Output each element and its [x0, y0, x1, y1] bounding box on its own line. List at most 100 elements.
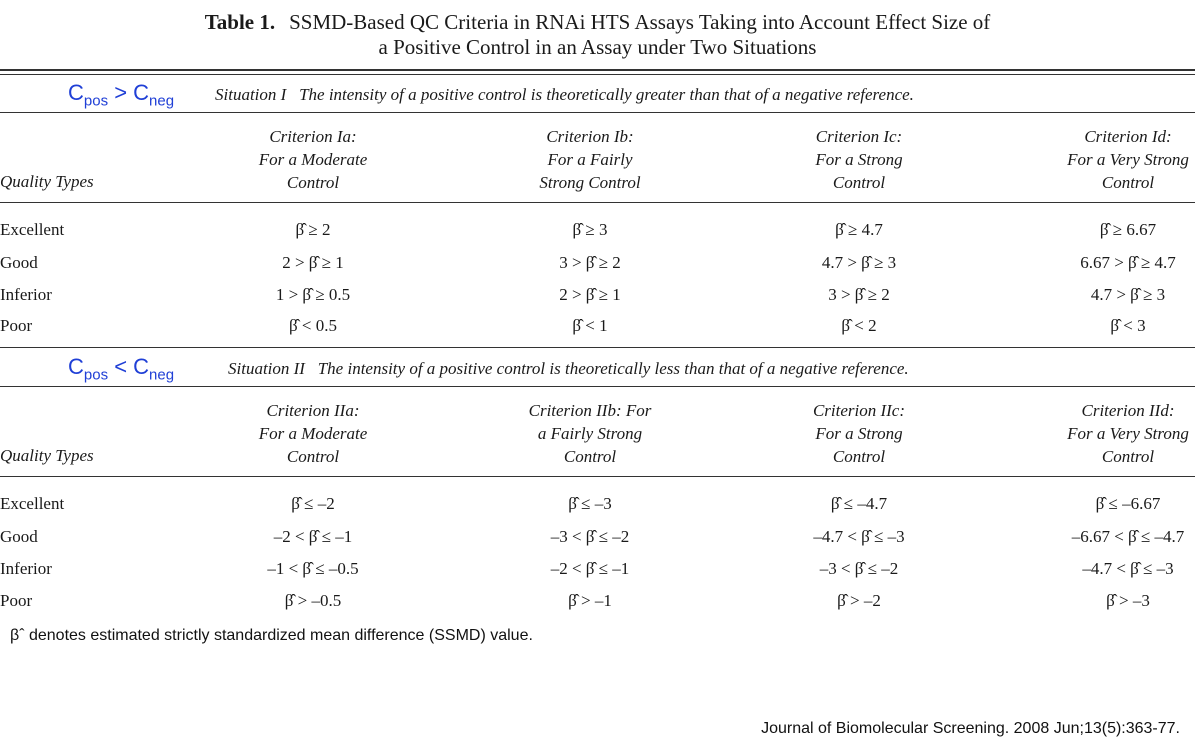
rule-4 [0, 386, 1195, 387]
criterion-desc: Control [832, 447, 886, 466]
quality-types-header-1: Quality Types [0, 172, 94, 191]
value-cell: 3 > β̂ ≥ 2 [559, 253, 621, 272]
title-line-2: a Positive Control in an Assay under Two… [378, 35, 817, 59]
value-cell: β̂ ≥ 4.7 [835, 220, 883, 239]
value-cell: –1 < β̂ ≤ –0.5 [267, 559, 359, 578]
neg-subscript: neg [149, 92, 175, 110]
value-cell: 1 > β̂ ≥ 0.5 [275, 285, 351, 304]
criterion-desc: For a Strong [815, 424, 903, 443]
criterion-desc: a Fairly Strong [537, 424, 643, 443]
comparison-label-1: Cpos > Cneg [68, 80, 174, 109]
value-cell: β̂ ≥ 6.67 [1099, 220, 1157, 239]
criterion-desc: For a Strong [815, 150, 903, 169]
situation-1-caption: Situation I The intensity of a positive … [215, 85, 914, 105]
pos-subscript: pos [83, 366, 109, 384]
situation-2-caption: Situation II The intensity of a positive… [228, 359, 909, 379]
situation-1-label: Situation I [215, 85, 287, 104]
row-label-good: Good [0, 253, 38, 272]
value-cell: β̂ ≤ –2 [291, 494, 335, 513]
criterion-name: Criterion Ia: [269, 127, 357, 146]
value-cell: β̂ < 0.5 [289, 316, 337, 335]
criterion-name: Criterion IIc: [812, 401, 906, 420]
c-symbol: C [133, 80, 150, 105]
rule-5 [0, 476, 1195, 477]
table-number: Table 1. [204, 10, 276, 34]
criterion-desc: For a Very Strong [1067, 150, 1189, 169]
value-cell: β̂ < 3 [1110, 316, 1146, 335]
value-cell: 3 > β̂ ≥ 2 [828, 285, 890, 304]
criterion-IId-header: Criterion IId: For a Very Strong Control [1008, 399, 1195, 468]
criterion-desc: For a Moderate [258, 424, 368, 443]
row-label-inferior: Inferior [0, 285, 52, 304]
criterion-desc: Control [1101, 173, 1155, 192]
quality-types-header-2: Quality Types [0, 446, 94, 465]
criterion-Id-header: Criterion Id: For a Very Strong Control [1008, 125, 1195, 194]
comparison-label-2: Cpos < Cneg [68, 354, 174, 383]
criterion-IIc-header: Criterion IIc: For a Strong Control [739, 399, 979, 468]
c-symbol: C [68, 80, 84, 105]
value-cell: 2 > β̂ ≥ 1 [282, 253, 344, 272]
citation: Journal of Biomolecular Screening. 2008 … [761, 720, 1180, 737]
criterion-desc: Control [832, 173, 886, 192]
value-cell: β̂ > –3 [1106, 591, 1150, 610]
criterion-Ib-header: Criterion Ib: For a Fairly Strong Contro… [470, 125, 710, 194]
value-cell: β̂ ≥ 3 [572, 220, 608, 239]
criterion-desc: Strong Control [539, 173, 641, 192]
value-cell: –2 < β̂ ≤ –1 [550, 559, 630, 578]
rule-3 [0, 347, 1195, 348]
row-label-poor: Poor [0, 591, 33, 610]
criterion-name: Criterion IIa: [266, 401, 360, 420]
criterion-name: Criterion IId: [1081, 401, 1175, 420]
c-symbol: C [68, 354, 84, 379]
value-cell: 4.7 > β̂ ≥ 3 [1090, 285, 1166, 304]
row-label-excellent: Excellent [0, 220, 65, 239]
criterion-name: Criterion Ib: [546, 127, 634, 146]
value-cell: –4.7 < β̂ ≤ –3 [813, 527, 905, 546]
value-cell: β̂ ≤ –3 [568, 494, 612, 513]
situation-1-text: The intensity of a positive control is t… [299, 85, 914, 104]
comparison-operator: < [108, 354, 134, 379]
title-line-1: Table 1. SSMD-Based QC Criteria in RNAi H… [0, 10, 1195, 35]
row-label-good: Good [0, 527, 38, 546]
criterion-name: Criterion Id: [1084, 127, 1172, 146]
pos-subscript: pos [83, 92, 109, 110]
criterion-desc: Control [286, 173, 340, 192]
value-cell: β̂ < 2 [841, 316, 877, 335]
criterion-desc: Control [563, 447, 617, 466]
footnote: βˆ denotes estimated strictly standardiz… [10, 627, 533, 644]
criterion-desc: Control [286, 447, 340, 466]
value-cell: 2 > β̂ ≥ 1 [559, 285, 621, 304]
rule-2 [0, 202, 1195, 203]
value-cell: β̂ ≤ –4.7 [830, 494, 888, 513]
criterion-Ic-header: Criterion Ic: For a Strong Control [739, 125, 979, 194]
criterion-desc: For a Very Strong [1067, 424, 1189, 443]
value-cell: –3 < β̂ ≤ –2 [819, 559, 899, 578]
rule-1 [0, 112, 1195, 113]
neg-subscript: neg [149, 366, 175, 384]
criterion-name: Criterion Ic: [815, 127, 903, 146]
criterion-IIa-header: Criterion IIa: For a Moderate Control [193, 399, 433, 468]
top-rule-thin [0, 74, 1195, 75]
title-text-1: SSMD-Based QC Criteria in RNAi HTS Assay… [289, 10, 991, 34]
value-cell: 4.7 > β̂ ≥ 3 [821, 253, 897, 272]
value-cell: β̂ > –2 [837, 591, 881, 610]
row-label-inferior: Inferior [0, 559, 52, 578]
value-cell: β̂ < 1 [572, 316, 608, 335]
situation-2-text: The intensity of a positive control is t… [317, 359, 909, 378]
criterion-Ia-header: Criterion Ia: For a Moderate Control [193, 125, 433, 194]
comparison-operator: > [108, 80, 134, 105]
criterion-desc: For a Fairly [547, 150, 633, 169]
criterion-desc: Control [1101, 447, 1155, 466]
value-cell: –2 < β̂ ≤ –1 [273, 527, 353, 546]
table-title: Table 1. SSMD-Based QC Criteria in RNAi H… [0, 10, 1195, 60]
row-label-excellent: Excellent [0, 494, 65, 513]
value-cell: –4.7 < β̂ ≤ –3 [1082, 559, 1174, 578]
value-cell: β̂ ≥ 2 [295, 220, 331, 239]
value-cell: β̂ > –0.5 [284, 591, 342, 610]
value-cell: –6.67 < β̂ ≤ –4.7 [1071, 527, 1185, 546]
row-label-poor: Poor [0, 316, 33, 335]
top-rule [0, 69, 1195, 71]
situation-2-label: Situation II [228, 359, 305, 378]
value-cell: –3 < β̂ ≤ –2 [550, 527, 630, 546]
criterion-desc: For a Moderate [258, 150, 368, 169]
